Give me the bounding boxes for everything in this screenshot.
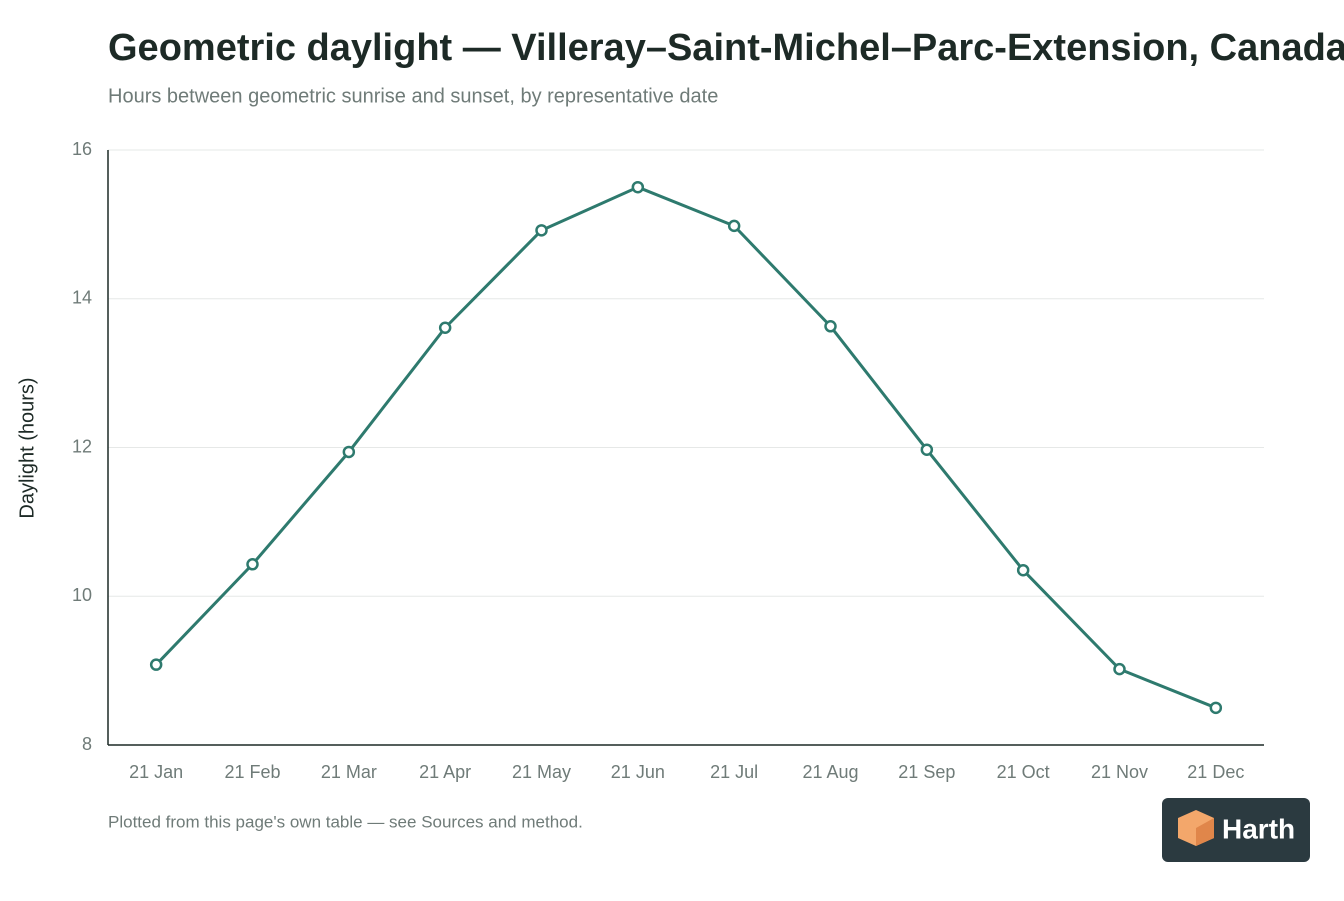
- brand-logo-side: [1196, 818, 1214, 846]
- footnote: Plotted from this page's own table — see…: [108, 812, 583, 831]
- series-line: [155, 185, 1217, 710]
- x-tick-label: 21 Oct: [997, 762, 1050, 782]
- y-tick-label: 8: [82, 734, 92, 754]
- y-tick-label: 16: [72, 139, 92, 159]
- data-point: [342, 445, 356, 459]
- data-point: [631, 180, 645, 194]
- x-tick-label: 21 Aug: [802, 762, 858, 782]
- chart-subtitle: Hours between geometric sunrise and suns…: [108, 85, 718, 107]
- data-point: [438, 321, 452, 335]
- x-tick-label: 21 Mar: [321, 762, 377, 782]
- y-tick-label: 12: [72, 436, 92, 456]
- x-tick-label: 21 Sep: [898, 762, 955, 782]
- brand-name: Harth: [1222, 813, 1295, 844]
- x-tick-label: 21 Jan: [129, 762, 183, 782]
- data-point: [824, 320, 837, 333]
- chart-title: Geometric daylight — Villeray–Saint-Mich…: [108, 27, 1344, 69]
- x-tick-label: 21 May: [512, 762, 571, 782]
- data-point: [920, 443, 934, 456]
- data-point: [1113, 662, 1126, 676]
- data-point: [535, 224, 548, 237]
- y-axis-label: Daylight (hours): [16, 377, 38, 518]
- data-point: [149, 658, 163, 671]
- y-tick-label: 14: [72, 288, 92, 308]
- data-point: [1016, 563, 1030, 577]
- data-point: [727, 219, 741, 233]
- x-tick-label: 21 Jul: [710, 762, 758, 782]
- data-point: [246, 558, 259, 571]
- x-tick-label: 21 Feb: [224, 762, 280, 782]
- y-tick-label: 10: [72, 585, 92, 605]
- x-tick-label: 21 Jun: [611, 762, 665, 782]
- data-point: [1209, 701, 1223, 715]
- x-tick-label: 21 Dec: [1187, 762, 1244, 782]
- brand-badge: Harth: [1162, 798, 1310, 862]
- x-tick-label: 21 Nov: [1091, 762, 1148, 782]
- x-tick-label: 21 Apr: [419, 762, 471, 782]
